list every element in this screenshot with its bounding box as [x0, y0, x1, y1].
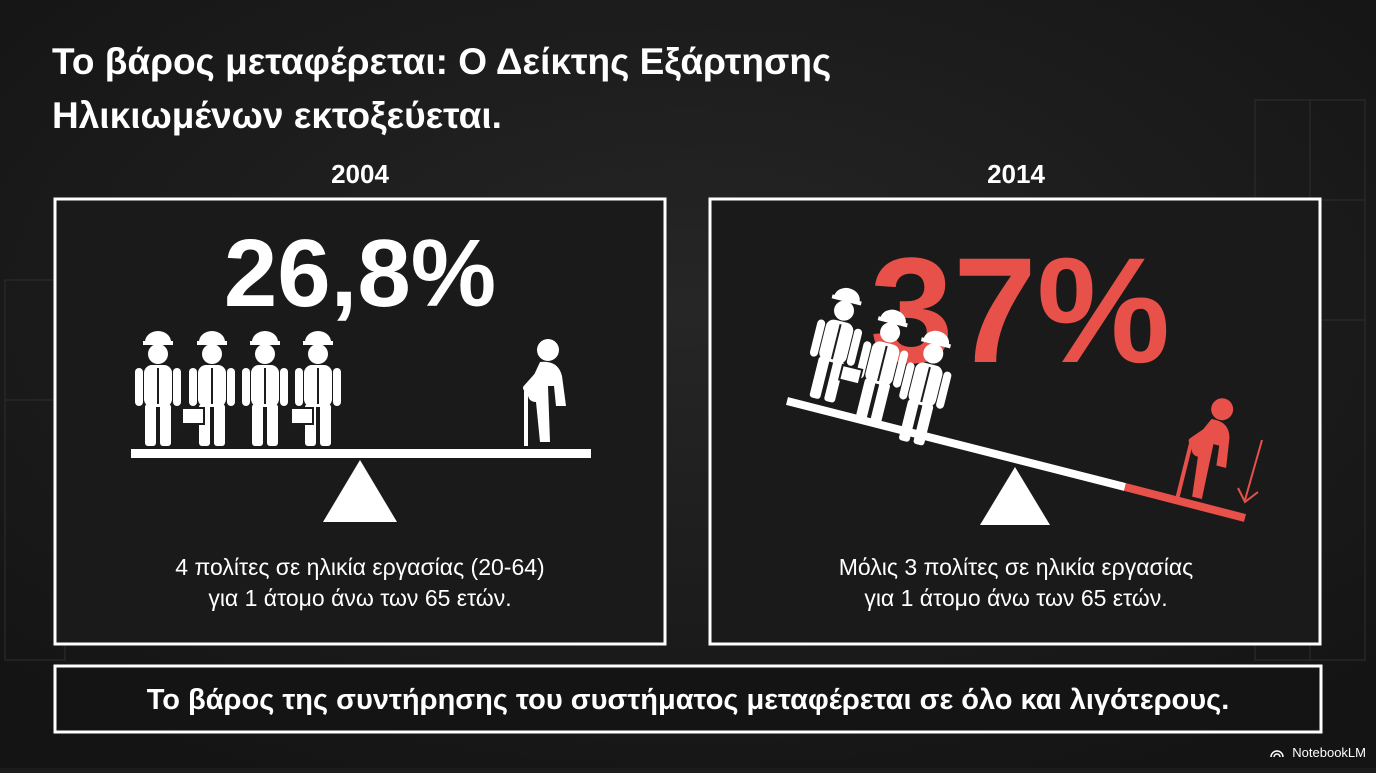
fulcrum	[980, 467, 1050, 525]
arrow	[1244, 439, 1263, 501]
brand-icon	[1270, 750, 1284, 758]
caption: για 1 άτομο άνω των 65 ετών.	[208, 585, 511, 611]
workers	[798, 281, 963, 450]
big-value: 26,8%	[224, 220, 496, 327]
title: Ηλικιωμένων εκτοξεύεται.	[52, 95, 502, 136]
scale-beam	[786, 397, 1126, 491]
scale-beam	[131, 449, 591, 458]
year-label: 2014	[987, 159, 1045, 189]
footer-text: Το βάρος της συντήρησης του συστήματος μ…	[147, 684, 1230, 716]
year-label: 2004	[331, 159, 389, 189]
panel	[53, 197, 667, 646]
arrow-head	[1237, 487, 1259, 504]
caption: για 1 άτομο άνω των 65 ετών.	[864, 585, 1167, 611]
scale-beam-red	[1123, 483, 1247, 522]
big-value: 37%	[870, 226, 1170, 394]
caption: Μόλις 3 πολίτες σε ηλικία εργασίας	[839, 554, 1193, 580]
title: Το βάρος μεταφέρεται: Ο Δείκτης Εξάρτηση…	[52, 41, 831, 82]
caption: 4 πολίτες σε ηλικία εργασίας (20-64)	[175, 554, 544, 580]
footer-box	[53, 664, 1323, 734]
brand: NotebookLM	[1292, 745, 1366, 760]
fulcrum	[323, 460, 397, 522]
workers	[134, 330, 342, 447]
